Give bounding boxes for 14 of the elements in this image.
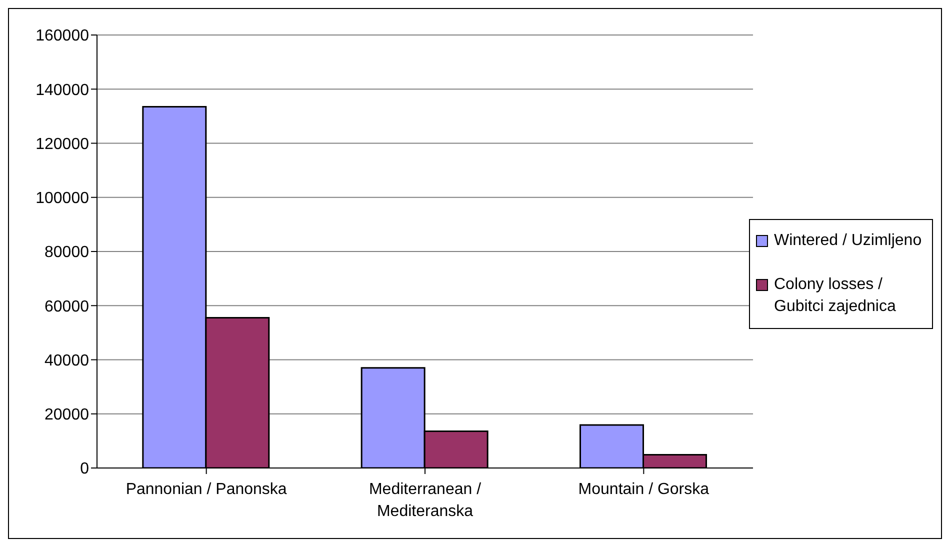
y-tick-label: 20000 — [44, 406, 90, 424]
y-tick-label: 0 — [80, 460, 90, 478]
x-tick-label: Mediterranean / Mediteranska — [368, 481, 482, 520]
x-tick-label: Mountain / Gorska — [578, 481, 710, 498]
x-tick-label: Pannonian / Panonska — [126, 481, 287, 498]
y-tick-label: 160000 — [36, 28, 90, 45]
y-tick-label: 140000 — [36, 82, 90, 99]
y-tick-label: 100000 — [36, 190, 90, 208]
legend-label: Colony losses / Gubitci zajednica — [774, 274, 897, 316]
y-tick-label: 120000 — [36, 136, 90, 153]
legend-label: Wintered / Uzimljeno — [774, 230, 922, 250]
y-tick-label: 80000 — [44, 244, 90, 262]
y-tick-label: 60000 — [44, 298, 90, 316]
y-tick-label: 40000 — [44, 352, 90, 370]
